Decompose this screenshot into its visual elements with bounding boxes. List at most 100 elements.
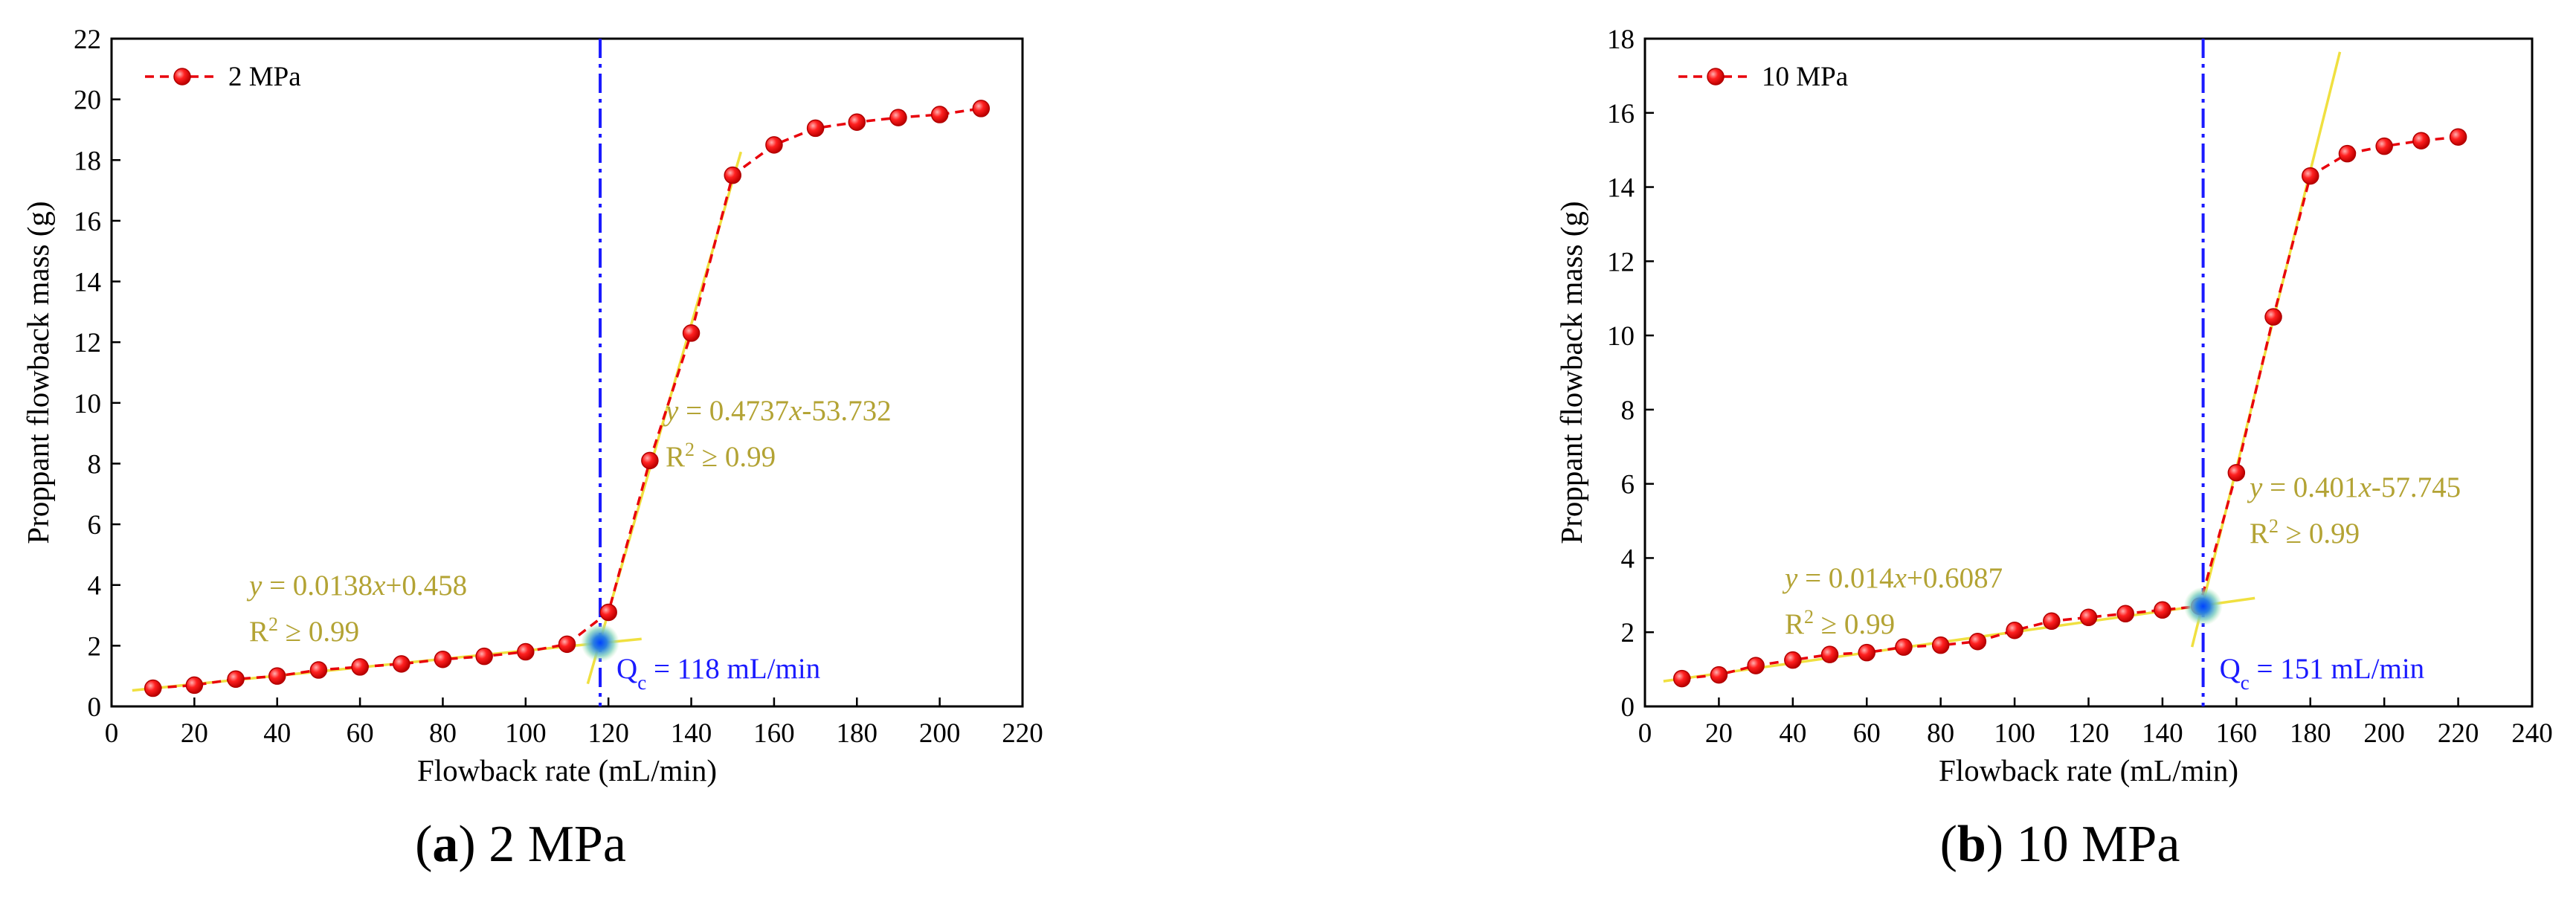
y-tick-label: 20: [74, 86, 101, 116]
data-point: [2079, 608, 2098, 627]
eq-suffix: +0.6087: [1907, 562, 2003, 594]
r2-sup: 2: [685, 439, 695, 460]
eq-suffix: +0.458: [385, 570, 467, 602]
plot-frame: [1643, 37, 2534, 708]
data-point: [2449, 128, 2467, 146]
data-point: [682, 324, 701, 342]
r2-sup: 2: [268, 613, 278, 635]
r2-base: R: [249, 616, 268, 648]
x-tick-label: 80: [1927, 718, 1954, 749]
qc-rest: = 151 mL/min: [2250, 653, 2424, 685]
x-tick-label: 240: [2511, 718, 2553, 749]
eq-main: = 0.0138: [262, 570, 373, 602]
caption-close: ): [458, 816, 489, 873]
caption-text: 2 MPa: [489, 816, 626, 873]
r2-base: R: [1785, 608, 1804, 640]
y-tick-label: 0: [88, 692, 102, 723]
data-point: [2116, 605, 2134, 623]
legend-label: 2 MPa: [228, 62, 301, 92]
x-tick-label: 60: [1853, 718, 1881, 749]
fit-equation: y = 0.4737x-53.732: [663, 395, 892, 427]
eq-x: x: [372, 570, 386, 602]
fit-r-squared: R2 ≥ 0.99: [666, 439, 776, 474]
critical-rate-label: Qc = 151 mL/min: [2220, 653, 2425, 694]
caption-letter: b: [1957, 816, 1986, 873]
x-tick-label: 140: [2142, 718, 2183, 749]
data-point: [1820, 645, 1839, 663]
y-tick-label: 0: [1621, 692, 1635, 723]
x-tick-label: 200: [2363, 718, 2405, 749]
fit-equation: y = 0.014x+0.6087: [1782, 562, 2003, 594]
caption-open: (: [415, 816, 432, 873]
y-tick-label: 6: [88, 510, 102, 541]
qc-sub: c: [637, 671, 646, 694]
data-point: [641, 451, 659, 470]
eq-x: x: [2358, 471, 2372, 503]
y-tick-label: 2: [1621, 618, 1635, 648]
critical-point: [581, 623, 620, 663]
y-tick-label: 10: [74, 389, 101, 419]
y-tick-label: 4: [1621, 544, 1635, 574]
eq-x: x: [788, 395, 802, 427]
data-point: [2375, 137, 2393, 155]
y-tick-label: 16: [74, 207, 101, 237]
critical-rate-label: Qc = 118 mL/min: [616, 653, 820, 694]
y-axis-title: Proppant flowback mass (g): [1554, 201, 1588, 544]
data-point: [2043, 612, 2061, 631]
y-tick-label: 4: [88, 571, 102, 602]
qc-base: Q: [2220, 653, 2241, 685]
fit-r-squared: R2 ≥ 0.99: [1785, 606, 1895, 641]
r2-base: R: [2250, 518, 2269, 550]
eq-main: = 0.401: [2262, 471, 2358, 503]
r2-rest: ≥ 0.99: [278, 616, 359, 648]
fit-r-squared: R2 ≥ 0.99: [2250, 515, 2360, 550]
fit-r-squared: R2 ≥ 0.99: [249, 613, 359, 648]
y-tick-label: 14: [74, 268, 101, 298]
eq-suffix: -57.745: [2371, 471, 2461, 503]
x-tick-label: 100: [505, 718, 547, 749]
data-point: [1672, 669, 1691, 688]
x-axis-title: Flowback rate (mL/min): [417, 753, 717, 787]
x-tick-label: 60: [347, 718, 374, 749]
y-tick-label: 14: [1607, 173, 1635, 204]
r2-rest: ≥ 0.99: [2279, 518, 2360, 550]
eq-y: y: [1782, 562, 1798, 594]
y-tick-label: 8: [88, 449, 102, 480]
x-tick-label: 140: [671, 718, 712, 749]
data-point: [475, 647, 493, 666]
data-point: [268, 667, 286, 685]
eq-y: y: [246, 570, 263, 602]
x-tick-label: 120: [2068, 718, 2110, 749]
data-point: [806, 119, 825, 138]
data-point: [724, 166, 741, 184]
data-point: [2302, 167, 2319, 185]
r2-base: R: [666, 441, 685, 473]
r2-sup: 2: [2269, 515, 2279, 537]
y-tick-label: 16: [1607, 99, 1635, 129]
qc-base: Q: [616, 653, 637, 685]
x-tick-label: 0: [1638, 718, 1652, 749]
x-tick-label: 120: [587, 718, 629, 749]
eq-y: y: [663, 395, 679, 427]
data-point: [2412, 132, 2430, 149]
data-point: [599, 603, 617, 622]
data-point: [227, 670, 245, 689]
eq-y: y: [2247, 471, 2263, 503]
legend-label: 10 MPa: [1762, 62, 1848, 92]
x-tick-label: 160: [2216, 718, 2258, 749]
eq-main: = 0.014: [1797, 562, 1893, 594]
panel-caption: (a) 2 MPa: [415, 816, 626, 873]
x-tick-label: 20: [1705, 718, 1733, 749]
qc-rest: = 118 mL/min: [646, 653, 820, 685]
x-tick-label: 80: [429, 718, 457, 749]
x-tick-label: 40: [263, 718, 291, 749]
x-tick-label: 200: [919, 718, 961, 749]
data-point: [972, 100, 991, 117]
legend-marker: [1707, 68, 1725, 86]
caption-open: (: [1940, 816, 1957, 873]
data-point: [1784, 651, 1802, 669]
fit-equation: y = 0.401x-57.745: [2247, 471, 2461, 503]
x-tick-label: 160: [753, 718, 795, 749]
data-point: [848, 113, 866, 131]
r2-rest: ≥ 0.99: [695, 441, 776, 473]
